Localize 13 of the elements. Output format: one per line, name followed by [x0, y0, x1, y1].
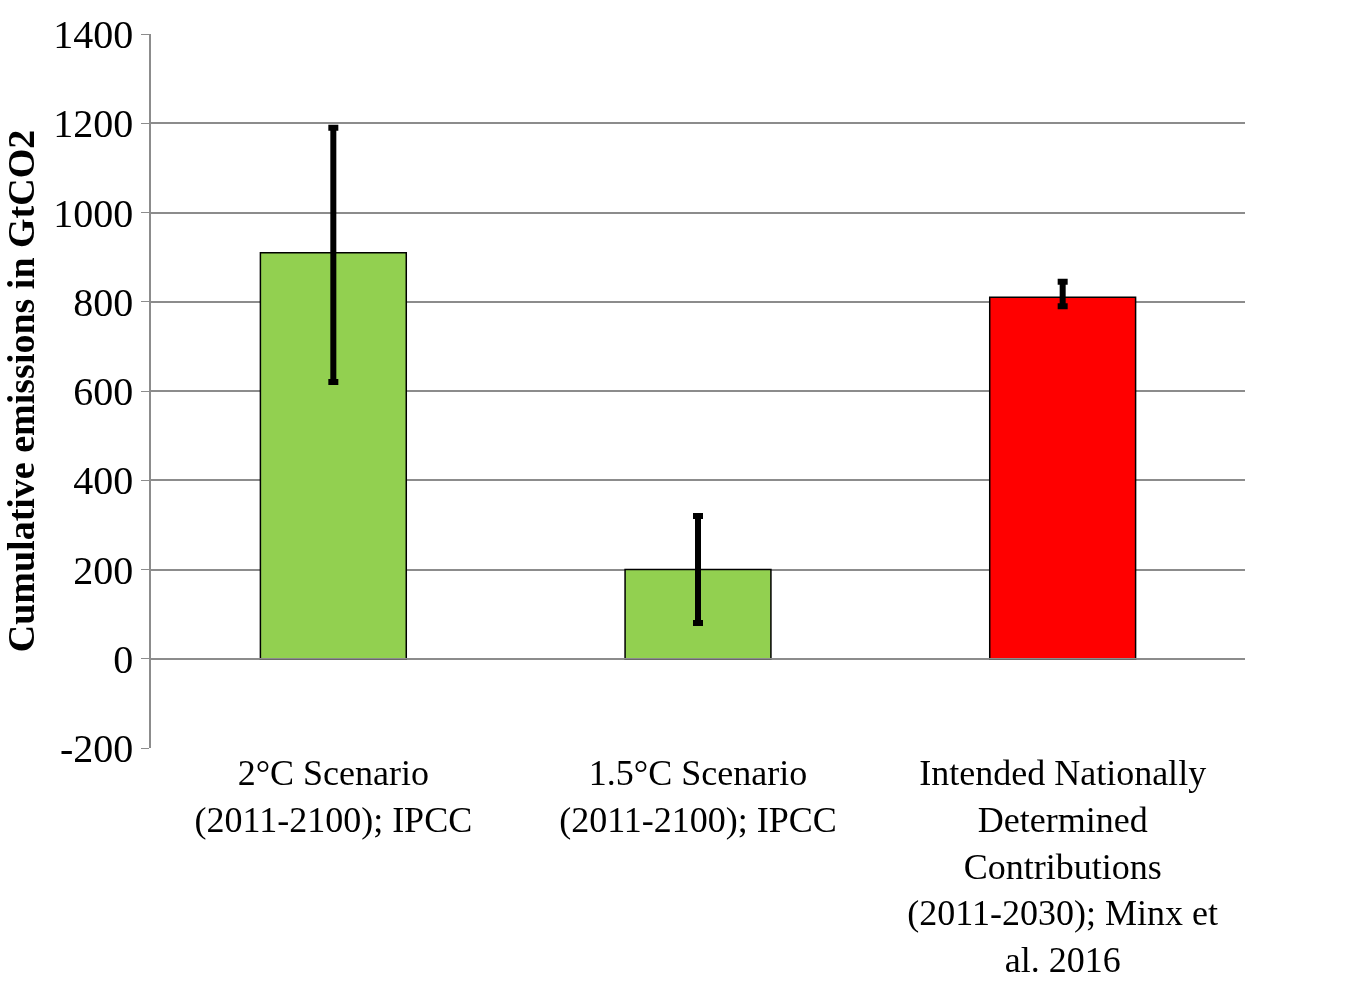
- y-tick-label: 800: [73, 279, 134, 325]
- y-axis-title: Cumulative emissions in GtCO2: [0, 129, 42, 653]
- y-tick-label: 1000: [53, 190, 134, 236]
- y-tick-label: 0: [113, 636, 134, 682]
- x-tick-label: 1.5°C Scenario (2011-2100); IPCC: [559, 753, 837, 840]
- y-tick-label: 600: [73, 369, 134, 414]
- x-tick-label: 2°C Scenario (2011-2100); IPCC: [194, 753, 473, 840]
- x-tick-label: Intended Nationally Determined Contributions (2011-2030); Minx et al. 2016: [907, 753, 1218, 981]
- y-tick-label: 200: [73, 547, 134, 593]
- y-tick-label: 400: [73, 458, 134, 504]
- y-tick-label: -200: [59, 726, 134, 771]
- y-tick-label: 1200: [53, 101, 134, 147]
- y-tick-label: 1400: [53, 12, 134, 57]
